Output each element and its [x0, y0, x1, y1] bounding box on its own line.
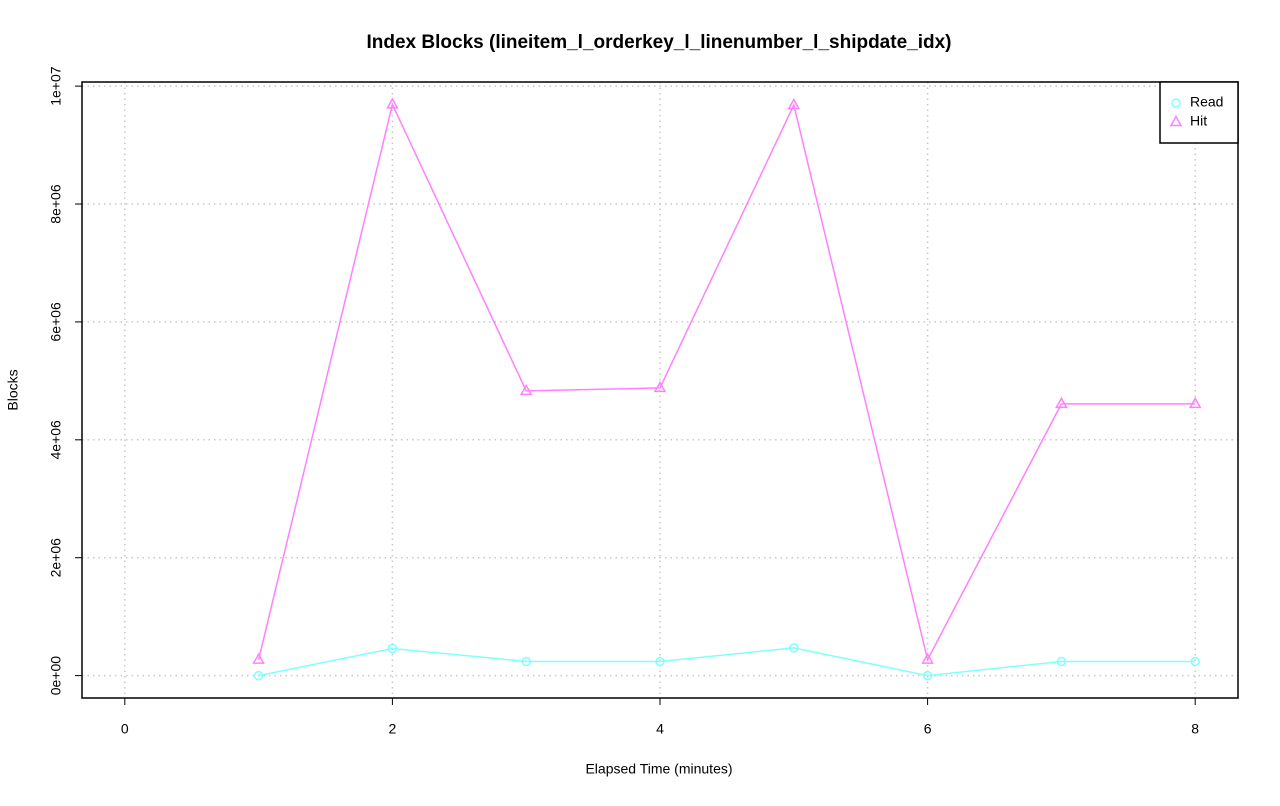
- point: [921, 652, 934, 664]
- point: [922, 670, 933, 681]
- point: [1055, 396, 1068, 409]
- point: [655, 656, 665, 667]
- legend-marker: [1169, 114, 1183, 127]
- x-tick-label: 6: [924, 721, 932, 737]
- x-tick-label: 8: [1191, 721, 1199, 737]
- legend-label: Read: [1190, 94, 1223, 110]
- point: [519, 383, 533, 396]
- chart-title: Index Blocks (lineitem_l_orderkey_l_line…: [367, 32, 952, 53]
- plot-frame: [81, 81, 1239, 699]
- legend-marker: [1171, 98, 1181, 108]
- point: [787, 97, 801, 110]
- point: [1056, 656, 1067, 667]
- point: [1188, 396, 1202, 409]
- y-tick-label: 2e+06: [48, 538, 64, 578]
- x-tick-label: 0: [121, 721, 129, 737]
- series-line: [258, 647, 1196, 677]
- y-axis-label: Blocks: [5, 369, 21, 410]
- series-line: [257, 102, 1196, 662]
- point: [653, 380, 667, 393]
- point: [252, 652, 265, 664]
- x-axis-label: Elapsed Time (minutes): [585, 761, 732, 777]
- point: [789, 643, 799, 653]
- legend-box: [1159, 81, 1239, 144]
- y-tick-label: 6e+06: [48, 302, 64, 342]
- x-tick-label: 2: [389, 721, 397, 737]
- point: [1190, 656, 1200, 667]
- x-tick-label: 4: [656, 721, 664, 737]
- y-tick-label: 1e+07: [48, 66, 64, 106]
- y-tick-label: 4e+06: [48, 420, 64, 460]
- y-tick-label: 0e+00: [48, 656, 64, 696]
- legend-label: Hit: [1190, 113, 1207, 129]
- point: [387, 643, 398, 654]
- y-tick-label: 8e+06: [48, 184, 64, 224]
- point: [521, 656, 531, 667]
- point: [386, 97, 399, 109]
- point: [253, 670, 264, 681]
